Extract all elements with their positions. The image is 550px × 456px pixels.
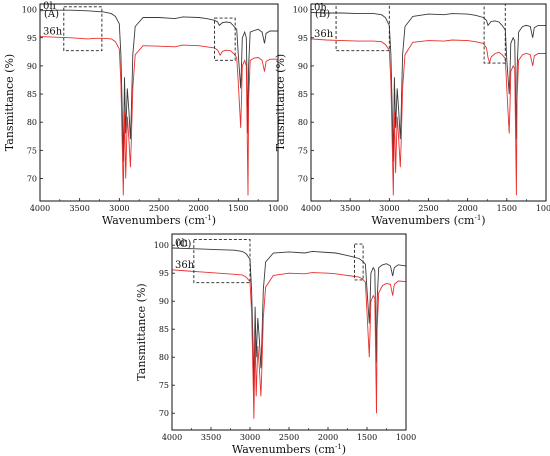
series-label-0h: 0h: [175, 238, 188, 249]
y-tick-label: 85: [27, 90, 37, 99]
plot-frame: [171, 233, 407, 431]
y-tick-label: 100: [154, 241, 169, 250]
series-label-36h: 36h: [314, 29, 334, 40]
panel-b: 4000 3500 3000 2500 2000 1500 1000 70 75 80 85 90 95…: [274, 2, 550, 227]
y-tick-label: 100: [293, 6, 308, 15]
y-tick-label: 85: [298, 90, 308, 99]
y-tick-label: 75: [298, 146, 308, 155]
x-axis-label-close: ): [212, 214, 216, 227]
y-tick-label: 80: [27, 118, 37, 127]
y-axis-label: Tansmittance (%): [135, 283, 148, 380]
x-axis-label-exponent: -1: [335, 443, 342, 451]
x-tick-label: 4000: [301, 204, 321, 213]
y-tick-label: 95: [159, 269, 169, 278]
y-axis-label: Tansmittance (%): [3, 54, 16, 151]
plot-frame: [39, 3, 279, 202]
x-axis-label-text: Wavenumbers (cm: [232, 443, 336, 456]
x-axis-label-text: Wavenumbers (cm: [102, 214, 206, 227]
series-line-36h: [311, 38, 546, 196]
y-tick-label: 90: [298, 62, 308, 71]
x-tick-label: 2000: [457, 204, 477, 213]
panel-a: 4000 3500 3000 2500 2000 1500 1000 70 75 80 85 90 95…: [3, 1, 288, 227]
series-line-0h: [172, 247, 406, 391]
y-tick-label: 70: [27, 174, 37, 183]
x-tick-label: 3500: [201, 433, 221, 442]
x-tick-label: 3000: [240, 433, 260, 442]
highlight-box: [63, 6, 103, 52]
x-tick-label: 2500: [418, 204, 438, 213]
series-label-0h: 0h: [43, 1, 56, 12]
panel-label: (B): [315, 9, 330, 20]
highlight-box: [335, 3, 390, 52]
panel-label: (C): [176, 239, 192, 250]
x-tick-label: 1000: [536, 204, 550, 213]
x-tick-label: 4000: [30, 204, 50, 213]
y-tick-label: 95: [298, 34, 308, 43]
x-tick-label: 1000: [268, 204, 288, 213]
x-axis-label: Wavenumbers (cm-1): [371, 214, 485, 227]
x-tick-label: 2500: [279, 433, 299, 442]
x-tick-label: 1500: [357, 433, 377, 442]
y-tick-label: 90: [159, 297, 169, 306]
x-tick-label: 1500: [228, 204, 248, 213]
x-axis-label-exponent: -1: [474, 214, 481, 222]
x-axis-label-exponent: -1: [205, 214, 212, 222]
y-tick-label: 75: [159, 381, 169, 390]
y-tick-label: 70: [159, 409, 169, 418]
y-tick-label: 95: [27, 34, 37, 43]
x-tick-label: 3500: [340, 204, 360, 213]
x-tick-label: 3500: [69, 204, 89, 213]
series-line-36h: [172, 269, 406, 419]
x-tick-label: 2000: [188, 204, 208, 213]
x-tick-label: 3000: [109, 204, 129, 213]
x-axis-label: Wavenumbers (cm-1): [232, 443, 346, 456]
y-tick-label: 80: [159, 353, 169, 362]
highlight-box: [214, 17, 236, 61]
series-line-0h: [311, 11, 546, 162]
y-tick-label: 90: [27, 62, 37, 71]
x-tick-label: 2500: [149, 204, 169, 213]
x-tick-label: 1000: [396, 433, 416, 442]
highlight-box: [354, 243, 364, 281]
y-tick-label: 100: [22, 6, 37, 15]
series-label-0h: 0h: [314, 2, 327, 13]
x-tick-label: 3000: [379, 204, 399, 213]
series-line-0h: [40, 9, 278, 162]
y-tick-label: 85: [159, 325, 169, 334]
highlight-box: [193, 239, 251, 284]
y-axis-label: Tansmittance (%): [274, 54, 287, 151]
x-axis-label-close: ): [481, 214, 485, 227]
x-tick-label: 2000: [318, 433, 338, 442]
x-axis-label-text: Wavenumbers (cm: [371, 214, 475, 227]
series-label-36h: 36h: [175, 260, 195, 271]
x-axis-label-close: ): [342, 443, 346, 456]
series-line-36h: [40, 36, 278, 196]
x-axis-label: Wavenumbers (cm-1): [102, 214, 216, 227]
y-tick-label: 80: [298, 118, 308, 127]
x-tick-label: 1500: [497, 204, 517, 213]
panel-label: (A): [44, 9, 59, 20]
series-label-36h: 36h: [43, 27, 63, 38]
x-tick-label: 4000: [162, 433, 182, 442]
panel-c: 4000 3500 3000 2500 2000 1500 1000 70 75 80 85 90 95…: [135, 233, 416, 456]
plot-frame: [310, 3, 547, 202]
y-tick-label: 75: [27, 146, 37, 155]
y-tick-label: 70: [298, 174, 308, 183]
